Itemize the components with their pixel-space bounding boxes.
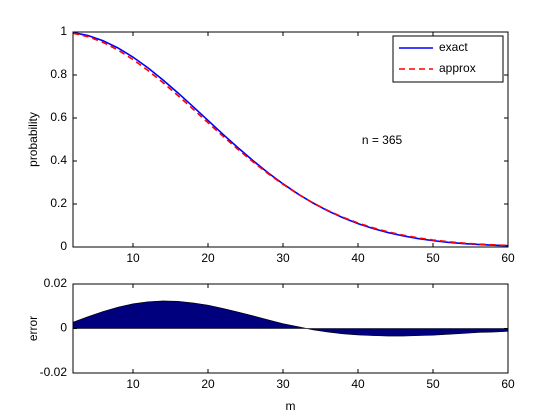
x-tick-label: 10 <box>126 251 140 265</box>
annotation: n = 365 <box>362 133 403 147</box>
y-tick-label: -0.02 <box>40 365 68 379</box>
x-tick-label: 20 <box>201 251 215 265</box>
y-tick-label: 0 <box>60 239 67 253</box>
y-tick-label: 0.02 <box>44 276 68 290</box>
y-tick-label: 0.4 <box>50 153 67 167</box>
axes-box <box>72 31 509 248</box>
x-axis-label: m <box>286 399 296 413</box>
x-tick-label: 50 <box>426 251 440 265</box>
y-tick-label: 0.6 <box>50 110 67 124</box>
x-tick-label: 60 <box>501 251 515 265</box>
legend-label: exact <box>439 40 468 54</box>
x-tick-label: 30 <box>276 377 290 391</box>
line-series <box>72 32 509 247</box>
x-tick-label: 40 <box>351 377 365 391</box>
legend-label: approx <box>439 61 476 75</box>
error-area <box>72 300 509 337</box>
y-tick-label: 0 <box>60 321 67 335</box>
y-axis-label: error <box>26 316 40 341</box>
y-tick-label: 0.2 <box>50 196 67 210</box>
x-tick-label: 60 <box>501 377 515 391</box>
x-tick-label: 20 <box>201 377 215 391</box>
y-tick-label: 1 <box>60 24 67 38</box>
y-axis-label: probability <box>26 112 40 167</box>
x-tick-label: 10 <box>126 377 140 391</box>
x-tick-label: 30 <box>276 251 290 265</box>
legend-box <box>392 35 504 83</box>
x-tick-label: 40 <box>351 251 365 265</box>
x-tick-label: 50 <box>426 377 440 391</box>
y-tick-label: 0.8 <box>50 67 67 81</box>
